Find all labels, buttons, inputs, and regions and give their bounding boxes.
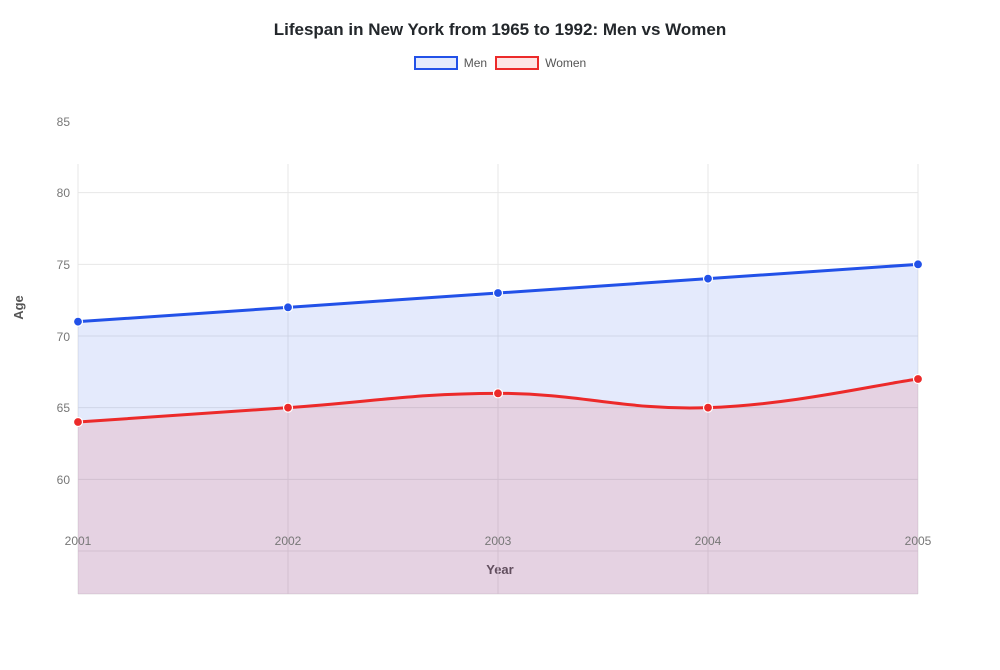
y-tick-label: 70 <box>30 330 70 344</box>
legend-item-men[interactable]: Men <box>414 56 487 70</box>
legend-swatch-men <box>414 56 458 70</box>
chart-legend: Men Women <box>0 56 1000 70</box>
legend-item-women[interactable]: Women <box>495 56 586 70</box>
y-tick-label: 65 <box>30 401 70 415</box>
x-tick-label: 2004 <box>678 534 738 548</box>
x-tick-label: 2002 <box>258 534 318 548</box>
y-tick-label: 60 <box>30 473 70 487</box>
legend-label-men: Men <box>464 56 487 70</box>
chart-plot <box>0 70 1000 670</box>
legend-label-women: Women <box>545 56 586 70</box>
x-tick-label: 2001 <box>48 534 108 548</box>
y-tick-label: 75 <box>30 258 70 272</box>
legend-swatch-women <box>495 56 539 70</box>
chart-container: Lifespan in New York from 1965 to 1992: … <box>0 0 1000 600</box>
chart-title: Lifespan in New York from 1965 to 1992: … <box>0 0 1000 40</box>
x-tick-label: 2003 <box>468 534 528 548</box>
y-tick-label: 80 <box>30 186 70 200</box>
x-tick-label: 2005 <box>888 534 948 548</box>
y-tick-label: 85 <box>30 115 70 129</box>
